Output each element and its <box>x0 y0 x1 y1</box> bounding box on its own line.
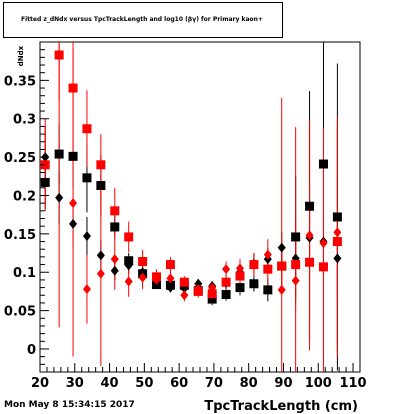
diamond-marker <box>110 265 119 276</box>
square-marker <box>68 151 78 161</box>
diamond-marker <box>319 238 328 249</box>
square-marker <box>68 83 78 93</box>
y-tick-label: 0.25 <box>4 151 36 166</box>
diamond-marker <box>82 231 91 242</box>
diamond-marker <box>333 253 342 264</box>
y-axis: 0 0.05 0.1 0.15 0.2 0.25 0.3 0.35 <box>4 49 49 373</box>
timestamp-footer: Mon May 8 15:34:15 2017 <box>4 400 135 410</box>
square-marker <box>138 256 148 266</box>
diamond-marker <box>305 230 314 241</box>
diamond-marker <box>263 249 272 260</box>
square-marker <box>207 294 217 304</box>
y-tick-label: 0.2 <box>13 189 36 204</box>
diamond-marker <box>222 264 231 275</box>
x-tick-label: 90 <box>274 376 292 391</box>
x-tick-label: 50 <box>135 376 153 391</box>
x-tick-label: 80 <box>240 376 258 391</box>
square-marker <box>263 285 273 295</box>
square-marker <box>291 260 301 270</box>
square-marker <box>110 222 120 232</box>
square-marker <box>207 289 217 299</box>
square-marker <box>277 261 287 271</box>
square-marker <box>96 160 106 170</box>
square-marker <box>291 232 301 242</box>
diamond-marker <box>249 259 258 270</box>
y-tick-label: 0.35 <box>4 74 36 89</box>
diamond-marker <box>124 276 133 287</box>
x-tick-label: 110 <box>339 376 366 391</box>
square-marker <box>305 257 315 267</box>
diamond-marker <box>96 268 105 279</box>
diamond-marker <box>208 282 217 293</box>
square-marker <box>54 149 64 159</box>
x-axis: 20 30 40 50 60 70 80 90 100 110 <box>31 363 367 391</box>
square-marker <box>318 159 328 169</box>
y-tick-label: 0 <box>27 343 36 358</box>
x-tick-label: 20 <box>31 376 49 391</box>
diamond-marker <box>96 250 105 261</box>
y-tick-label: 0.15 <box>4 228 36 243</box>
y-tick-label: 0.1 <box>13 266 36 281</box>
square-marker <box>179 277 189 287</box>
diamond-marker <box>277 284 286 295</box>
square-marker <box>82 124 92 134</box>
square-marker <box>332 237 342 247</box>
y-axis-label: dNdx <box>17 45 25 66</box>
diamond-marker <box>333 227 342 238</box>
diamond-marker <box>152 274 161 285</box>
y-tick-label: 0.3 <box>13 113 36 128</box>
x-tick-label: 100 <box>305 376 332 391</box>
diamond-marker <box>124 260 133 271</box>
square-marker <box>318 262 328 272</box>
square-marker <box>221 289 231 299</box>
diamond-marker <box>110 254 119 265</box>
diamond-marker <box>69 198 78 209</box>
square-marker <box>332 212 342 222</box>
diamond-marker <box>55 192 64 203</box>
diamond-marker <box>138 267 147 278</box>
diamond-marker <box>194 284 203 295</box>
square-marker <box>165 260 175 270</box>
chart-title: Fitted z_dNdx versus TpcTrackLength and … <box>21 16 263 23</box>
diamond-marker <box>55 50 64 61</box>
chart-title-box: Fitted z_dNdx versus TpcTrackLength and … <box>3 2 283 38</box>
diamond-marker <box>82 284 91 295</box>
diamond-marker <box>166 273 175 284</box>
x-axis-label: TpcTrackLength (cm) <box>204 399 358 414</box>
square-marker <box>40 177 50 187</box>
x-tick-label: 30 <box>66 376 84 391</box>
square-marker <box>110 206 120 216</box>
square-marker <box>263 264 273 274</box>
x-tick-label: 60 <box>170 376 188 391</box>
data-markers <box>40 50 342 304</box>
x-tick-label: 40 <box>101 376 119 391</box>
diamond-marker <box>236 263 244 274</box>
square-marker <box>305 201 315 211</box>
y-tick-label: 0.05 <box>4 305 36 320</box>
square-marker <box>249 279 259 289</box>
diamond-marker <box>291 275 300 286</box>
diamond-marker <box>277 242 286 253</box>
diamond-marker <box>180 290 189 301</box>
square-marker <box>82 173 92 183</box>
square-marker <box>235 283 245 293</box>
diamond-marker <box>138 272 147 283</box>
diamond-marker <box>69 218 78 229</box>
diamond-marker <box>41 159 50 170</box>
diamond-marker <box>194 278 203 289</box>
square-marker <box>124 232 134 242</box>
diamond-marker <box>166 282 175 293</box>
square-marker <box>221 277 231 287</box>
square-marker <box>235 271 245 281</box>
x-tick-label: 70 <box>205 376 223 391</box>
square-marker <box>96 181 106 191</box>
